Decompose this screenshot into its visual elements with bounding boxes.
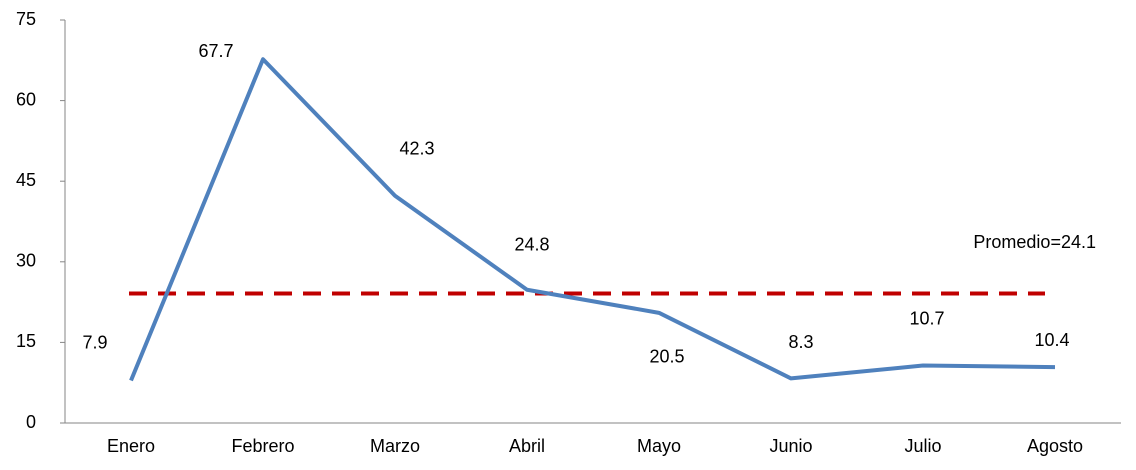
x-tick-label: Agosto [1027,436,1083,456]
data-label: 10.4 [1034,330,1069,350]
x-tick-label: Enero [107,436,155,456]
data-label: 24.8 [514,234,549,254]
y-tick-label: 0 [26,412,36,432]
x-tick-label: Mayo [637,436,681,456]
reference-label: Promedio=24.1 [973,232,1096,252]
data-label: 7.9 [82,332,107,352]
data-label: 42.3 [399,138,434,158]
y-tick-label: 15 [16,331,36,351]
line-series [129,57,1056,382]
y-tick-label: 60 [16,89,36,109]
x-tick-label: Julio [904,436,941,456]
x-tick-label: Abril [509,436,545,456]
x-tick-label: Junio [769,436,812,456]
y-tick-label: 30 [16,251,36,271]
y-tick-label: 45 [16,170,36,190]
x-tick-label: Marzo [370,436,420,456]
data-label: 67.7 [198,41,233,61]
y-tick-label: 75 [16,9,36,29]
data-label: 10.7 [909,308,944,328]
data-label: 8.3 [788,332,813,352]
x-tick-label: Febrero [231,436,294,456]
data-label: 20.5 [649,347,684,367]
